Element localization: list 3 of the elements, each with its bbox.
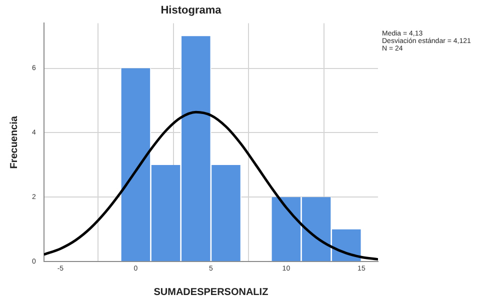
- y-axis-title: Frecuencia: [8, 116, 20, 169]
- chart-title: Histograma: [160, 4, 222, 17]
- x-axis-title: SUMADESPERSONALIZ: [154, 286, 268, 298]
